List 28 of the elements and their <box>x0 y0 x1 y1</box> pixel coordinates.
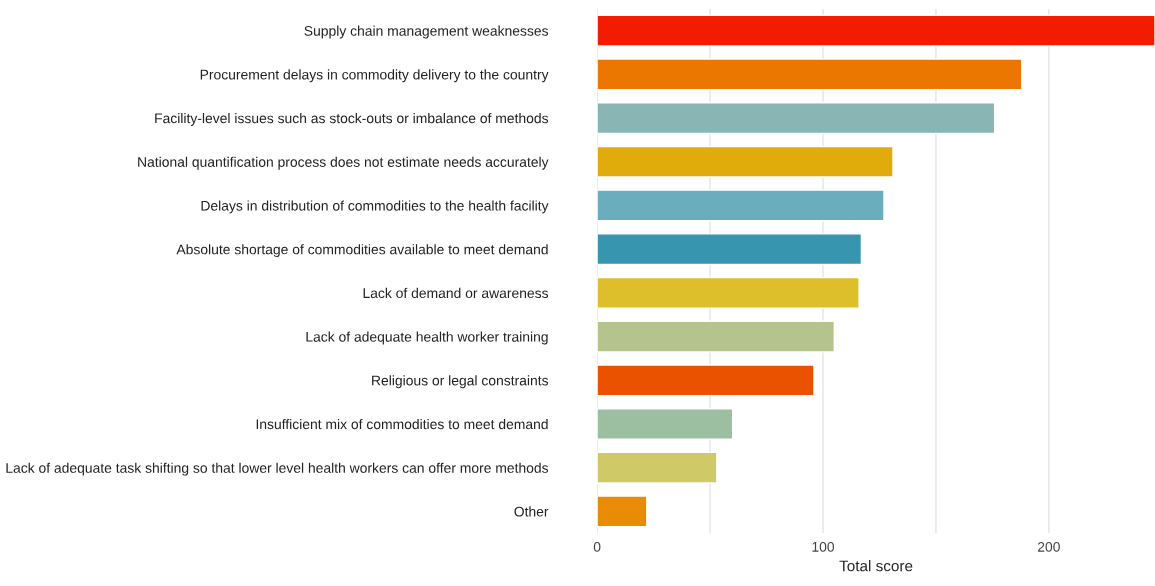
bar <box>597 102 996 135</box>
bar <box>597 145 894 178</box>
y-tick-label: National quantification process does not estimate needs accurately <box>138 156 549 170</box>
bar <box>597 276 860 309</box>
x-tick-label: 100 <box>812 541 835 552</box>
y-tick-label: Lack of adequate health worker training <box>306 331 548 345</box>
bar <box>597 495 648 528</box>
y-tick-label: Procurement delays in commodity delivery to the country <box>200 69 549 83</box>
bar <box>597 320 835 353</box>
y-tick-label: Religious or legal constraints <box>372 375 549 389</box>
bar <box>597 233 863 266</box>
y-tick-label: Supply chain management weaknesses <box>304 25 549 39</box>
y-tick-label: Delays in distribution of commodities to the health facility <box>201 200 549 214</box>
x-tick-label: 0 <box>593 541 601 552</box>
bar <box>597 189 885 222</box>
y-tick-label: Insufficient mix of commodities to meet demand <box>256 418 548 430</box>
bar <box>597 14 1155 47</box>
y-tick-label: Other <box>514 506 549 517</box>
bar <box>597 364 815 397</box>
y-tick-label: Lack of demand or awareness <box>363 287 549 299</box>
bar <box>597 451 718 484</box>
bar <box>597 408 734 440</box>
x-tick-label: 200 <box>1037 541 1060 552</box>
y-tick-label: Lack of adequate task shifting so that lower level health workers can offer more methods <box>6 462 549 476</box>
y-tick-label: Absolute shortage of commodities available to meet demand <box>176 244 548 258</box>
y-tick-label: Facility-level issues such as stock-outs or imbalance of methods <box>155 113 549 126</box>
bar <box>597 58 1023 91</box>
x-axis-title: Total score <box>839 560 913 572</box>
